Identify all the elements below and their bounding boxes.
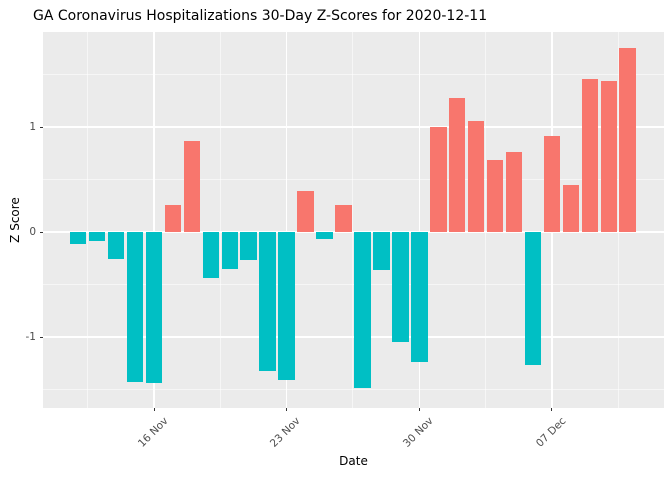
grid-minor-x — [485, 32, 487, 408]
y-tickmark — [40, 231, 43, 233]
bar — [278, 232, 295, 381]
bar — [600, 80, 618, 232]
bar — [335, 204, 352, 232]
bar — [354, 232, 371, 389]
grid-minor-y — [43, 284, 664, 285]
bar — [524, 232, 542, 366]
x-axis-title: Date — [339, 454, 368, 468]
grid-major-x — [286, 32, 288, 408]
bar — [429, 127, 447, 232]
bar — [505, 152, 523, 232]
grid-major-y — [43, 231, 664, 233]
grid-minor-y — [43, 74, 664, 75]
bar — [259, 232, 276, 371]
grid-minor-y — [43, 179, 664, 180]
bar — [202, 232, 220, 279]
plot-panel — [43, 32, 664, 408]
x-tickmark — [153, 408, 155, 411]
bar — [88, 232, 106, 242]
x-tick-label: 30 Nov — [401, 415, 436, 450]
grid-minor-x — [219, 32, 221, 408]
grid-minor-x — [352, 32, 354, 408]
y-tick-label: 1 — [29, 121, 36, 133]
bar — [543, 136, 561, 232]
x-tickmark — [286, 408, 288, 411]
bar — [581, 78, 599, 232]
bar — [145, 232, 163, 384]
bar — [164, 204, 182, 232]
bar — [240, 232, 258, 261]
x-tickmark — [551, 408, 553, 411]
bar — [486, 159, 504, 232]
y-axis-title: Z Score — [8, 197, 22, 243]
grid-major-y — [43, 336, 664, 338]
bar — [562, 184, 580, 232]
grid-minor-x — [87, 32, 89, 408]
bar — [183, 140, 201, 232]
bar — [297, 191, 314, 232]
y-tick-label: -1 — [25, 331, 36, 343]
y-tick-label: 0 — [29, 226, 36, 238]
grid-major-x — [153, 32, 155, 408]
bar — [619, 48, 637, 232]
grid-major-x — [418, 32, 420, 408]
bar — [69, 232, 87, 244]
bar — [467, 120, 485, 232]
bar — [126, 232, 144, 383]
bar — [221, 232, 239, 269]
x-tick-label: 07 Dec — [533, 415, 569, 450]
y-tickmark — [40, 126, 43, 128]
bar — [392, 232, 409, 343]
grid-minor-y — [43, 389, 664, 390]
chart-title: GA Coronavirus Hospitalizations 30-Day Z… — [33, 8, 488, 24]
x-tick-label: 23 Nov — [268, 415, 304, 450]
bar — [448, 97, 466, 232]
grid-major-y — [43, 126, 664, 128]
bar — [107, 232, 125, 260]
x-tickmark — [418, 408, 420, 411]
y-tickmark — [40, 336, 43, 338]
bar — [411, 232, 428, 363]
x-tick-label: 16 Nov — [135, 415, 171, 450]
bar — [316, 232, 333, 240]
grid-minor-x — [617, 32, 619, 408]
bar — [373, 232, 390, 270]
